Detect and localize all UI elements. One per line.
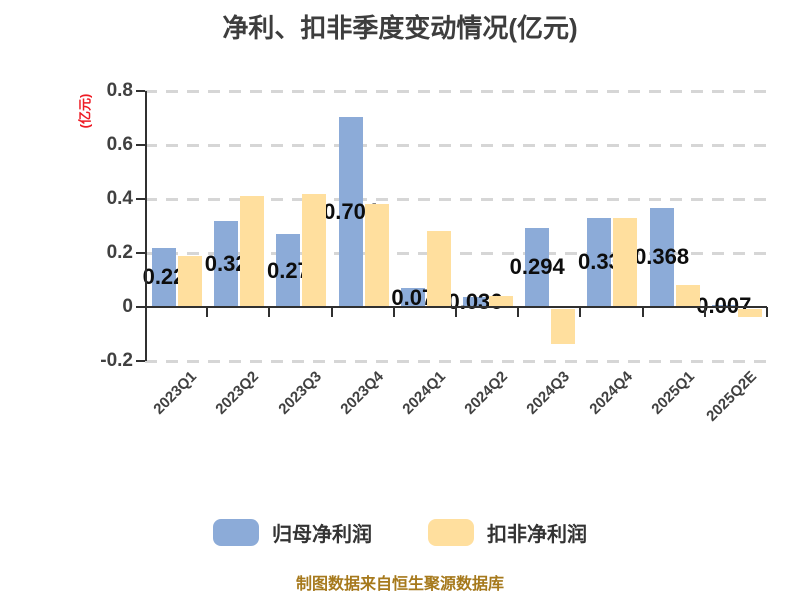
x-category-label-2024Q4: 2024Q4 xyxy=(585,368,636,418)
yellow-bar-2023Q1 xyxy=(178,255,202,307)
x-category-label-2023Q1: 2023Q1 xyxy=(150,368,201,418)
blue-bar-2023Q2 xyxy=(214,220,239,307)
yellow-bar-2023Q4 xyxy=(364,204,389,307)
yellow-bar-2024Q3 xyxy=(551,309,576,345)
x-tick-mark-4 xyxy=(392,307,395,317)
x-category-label-2024Q3: 2024Q3 xyxy=(523,368,574,418)
yellow-bar-2023Q3 xyxy=(302,193,327,307)
y-tick-label-0.8: 0.8 xyxy=(106,80,133,101)
legend-item-net-profit[interactable]: 归母净利润 xyxy=(213,518,372,547)
gridline--0.2 xyxy=(145,360,767,363)
y-tick-label-0.2: 0.2 xyxy=(106,242,133,263)
x-tick-mark-5 xyxy=(455,307,457,317)
gridline-0.2 xyxy=(145,252,767,255)
y-tick-label-0.6: 0.6 xyxy=(106,134,133,155)
x-tick-mark-2 xyxy=(268,307,271,317)
blue-bar-2025Q1 xyxy=(649,207,674,307)
yellow-series-swatch xyxy=(428,519,474,546)
y-tick-mark-0.4 xyxy=(136,198,145,200)
blue-bar-2024Q1 xyxy=(400,288,425,307)
gridline-0.4 xyxy=(145,198,767,201)
x-category-label-2025Q2E: 2025Q2E xyxy=(703,368,760,425)
y-axis-line xyxy=(145,91,147,361)
legend-label-non-recurring-profit: 扣非净利润 xyxy=(487,524,587,546)
x-category-label-2025Q1: 2025Q1 xyxy=(647,368,698,418)
blue-bar-2024Q3 xyxy=(525,227,550,307)
data-source-caption: 制图数据来自恒生聚源数据库 xyxy=(295,576,504,593)
legend-item-non-recurring-profit[interactable]: 扣非净利润 xyxy=(428,518,587,547)
data-label-2024Q3: 0.294 xyxy=(509,254,565,280)
y-tick-mark-0 xyxy=(136,306,145,308)
y-tick-mark--0.2 xyxy=(136,360,145,362)
blue-bar-2024Q4 xyxy=(587,217,612,307)
yellow-bar-2025Q1 xyxy=(675,285,700,307)
blue-bar-2023Q4 xyxy=(338,116,363,307)
gridline-0.6 xyxy=(145,144,767,147)
x-tick-mark-7 xyxy=(579,307,582,317)
x-tick-mark-8 xyxy=(641,307,644,317)
legend: 归母净利润 扣非净利润 xyxy=(0,518,800,547)
y-tick-mark-0.6 xyxy=(136,144,145,146)
blue-bar-2023Q1 xyxy=(152,247,176,307)
x-category-label-2023Q3: 2023Q3 xyxy=(274,368,325,418)
yellow-bar-2024Q2 xyxy=(489,296,513,307)
legend-label-net-profit: 归母净利润 xyxy=(272,524,372,546)
y-tick-label-0.4: 0.4 xyxy=(106,188,133,209)
x-category-label-2024Q1: 2024Q1 xyxy=(399,368,449,418)
blue-bar-2024Q2 xyxy=(463,297,487,307)
yellow-bar-2024Q1 xyxy=(426,231,451,307)
gridline-0.8 xyxy=(145,90,767,93)
y-tick-mark-0.8 xyxy=(136,90,145,92)
yellow-bar-2023Q2 xyxy=(240,196,265,307)
data-label-2025Q1: 0.368 xyxy=(634,244,690,270)
y-tick-label-0: 0 xyxy=(122,296,133,317)
blue-series-swatch xyxy=(213,519,259,546)
x-tick-mark-6 xyxy=(517,307,520,317)
yellow-bar-2024Q4 xyxy=(613,217,638,307)
x-category-label-2023Q2: 2023Q2 xyxy=(212,368,263,418)
x-tick-mark-3 xyxy=(330,307,333,317)
plot-area: 0.8 0.6 0.4 0.2 0 -0.2 0.22 0.32 0.27 0.704 0.07 0.… xyxy=(100,80,768,425)
x-tick-mark-10 xyxy=(766,307,768,317)
yellow-bar-2025Q2E xyxy=(737,309,762,318)
blue-bar-2023Q3 xyxy=(276,234,301,307)
x-tick-mark-1 xyxy=(206,307,209,317)
y-tick-mark-0.2 xyxy=(136,252,145,254)
y-tick-label--0.2: -0.2 xyxy=(100,350,133,371)
x-tick-mark-9 xyxy=(703,307,706,317)
x-category-label-2024Q2: 2024Q2 xyxy=(461,368,512,418)
chart-title: 净利、扣非季度变动情况(亿元) xyxy=(222,13,578,43)
x-category-label-2023Q4: 2023Q4 xyxy=(336,368,387,418)
